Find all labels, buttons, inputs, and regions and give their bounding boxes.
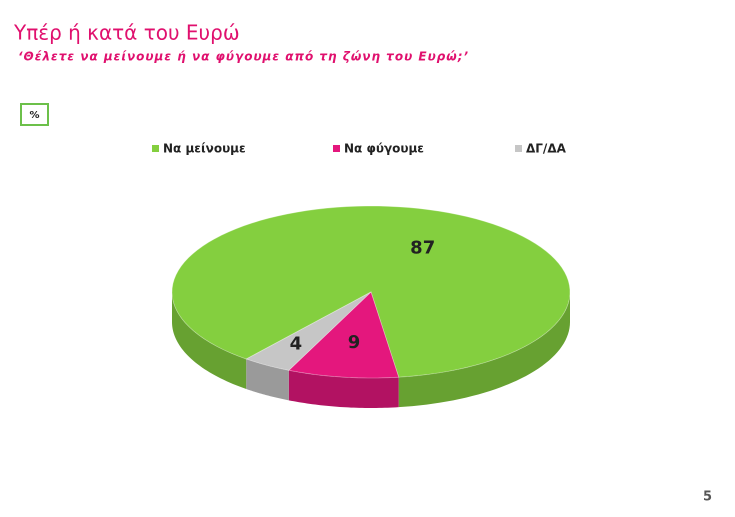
legend-label: ΔΓ/ΔΑ	[526, 142, 567, 156]
legend-label: Να μείνουμε	[163, 142, 246, 156]
page-number: 5	[703, 490, 712, 505]
slice	[171, 205, 571, 378]
value-label: 9	[348, 332, 361, 353]
slice-side	[172, 292, 247, 390]
legend-label: Να φύγουμε	[344, 142, 424, 156]
unit-label: %	[29, 110, 39, 121]
slice	[245, 291, 372, 371]
legend-swatch	[152, 145, 159, 152]
slice-side	[246, 359, 289, 401]
value-label: 4	[290, 334, 303, 355]
legend-swatch	[515, 145, 522, 152]
slice-side	[398, 292, 570, 408]
chart-title: Υπέρ ή κατά του Ευρώ	[13, 21, 240, 45]
unit-box	[20, 103, 49, 126]
chart-subtitle: ‘Θέλετε να μείνουμε ή να φύγουμε από τη …	[18, 50, 469, 64]
pie: 87 9 4	[171, 205, 571, 408]
slice-side	[288, 370, 399, 408]
legend-swatch	[333, 145, 340, 152]
value-label: 87	[410, 237, 435, 258]
slice	[287, 291, 400, 379]
